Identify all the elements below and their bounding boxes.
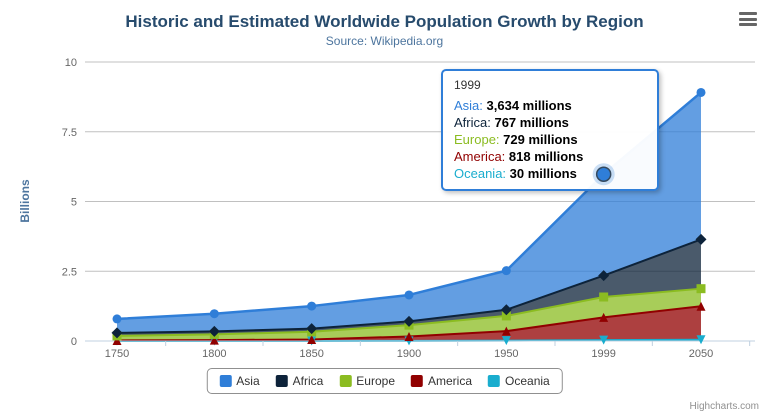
tooltip-series-value: 30 millions xyxy=(509,166,577,181)
point-america-1999[interactable] xyxy=(599,312,609,322)
chart-title: Historic and Estimated Worldwide Populat… xyxy=(125,12,644,31)
tooltip-series-name: America: xyxy=(454,149,509,164)
tooltip-series-name: Oceania: xyxy=(454,166,510,181)
point-america-2050[interactable] xyxy=(696,301,706,311)
hamburger-icon-bar xyxy=(739,12,757,15)
tooltip-series-value: 3,634 millions xyxy=(486,98,572,113)
point-africa-1850[interactable] xyxy=(306,323,318,335)
point-oceania-1999[interactable] xyxy=(599,335,609,345)
point-asia-1900[interactable] xyxy=(404,290,414,300)
tooltip-row-oceania: Oceania: 30 millions xyxy=(454,165,646,182)
x-axis-tick-label: 1800 xyxy=(202,348,226,360)
legend: Asia Africa Europe America Oceania xyxy=(206,368,563,394)
legend-item-america[interactable]: America xyxy=(411,374,472,388)
point-africa-1750[interactable] xyxy=(111,327,123,339)
series-area-america[interactable] xyxy=(117,306,701,341)
legend-symbol xyxy=(411,375,424,387)
tooltip-series-value: 818 millions xyxy=(508,149,584,164)
y-axis-tick-label: 2.5 xyxy=(62,266,77,278)
y-axis-tick-label: 5 xyxy=(71,197,77,209)
legend-symbol xyxy=(219,375,232,387)
tooltip: 1999 Asia: 3,634 millions Africa: 767 mil… xyxy=(441,69,659,191)
point-asia-1750[interactable] xyxy=(112,314,122,324)
series-area-asia[interactable] xyxy=(117,92,701,333)
point-africa-1999[interactable] xyxy=(598,270,610,282)
chart-subtitle: Source: Wikipedia.org xyxy=(325,34,444,48)
tooltip-header: 1999 xyxy=(454,78,481,92)
y-axis-tick-label: 10 xyxy=(65,57,77,69)
tooltip-series-name: Asia: xyxy=(454,98,487,113)
hamburger-icon-bar xyxy=(739,23,757,26)
point-asia-1850[interactable] xyxy=(307,301,317,311)
point-america-1800[interactable] xyxy=(209,335,219,345)
legend-item-asia[interactable]: Asia xyxy=(219,374,260,388)
tooltip-row-asia: Asia: 3,634 millions xyxy=(454,97,646,114)
series-area-africa[interactable] xyxy=(117,239,701,336)
legend-symbol xyxy=(339,375,352,387)
legend-symbol xyxy=(488,375,501,387)
context-menu-button[interactable] xyxy=(739,12,757,26)
point-africa-1950[interactable] xyxy=(500,304,512,316)
legend-label: America xyxy=(428,374,473,388)
point-europe-1950[interactable] xyxy=(501,311,511,321)
x-axis-tick-label: 1850 xyxy=(299,348,323,360)
point-asia-2050[interactable] xyxy=(696,87,706,97)
legend-label: Europe xyxy=(356,374,396,388)
point-asia-1800[interactable] xyxy=(209,309,219,319)
point-africa-2050[interactable] xyxy=(695,233,707,245)
x-axis-tick-label: 1750 xyxy=(105,348,129,360)
point-america-1850[interactable] xyxy=(307,334,317,344)
x-axis-tick-label: 1900 xyxy=(397,348,421,360)
tooltip-rows: Asia: 3,634 millions Africa: 767 millions… xyxy=(454,97,646,182)
point-america-1900[interactable] xyxy=(404,331,414,341)
legend-symbol xyxy=(275,375,288,387)
y-axis-tick-label: 0 xyxy=(71,336,77,348)
legend-item-europe[interactable]: Europe xyxy=(339,374,395,388)
point-europe-2050[interactable] xyxy=(696,284,706,294)
tooltip-series-value: 767 millions xyxy=(494,115,569,130)
credits-link[interactable]: Highcharts.com xyxy=(689,401,759,412)
legend-label: Asia xyxy=(236,374,260,388)
tooltip-row-america: America: 818 millions xyxy=(454,148,646,165)
point-africa-1900[interactable] xyxy=(403,315,415,327)
y-axis-title: Billions xyxy=(18,179,32,223)
point-america-1750[interactable] xyxy=(112,335,122,345)
point-oceania-2050[interactable] xyxy=(696,335,706,345)
y-axis-tick-label: 7.5 xyxy=(62,127,77,139)
point-europe-1999[interactable] xyxy=(599,292,609,302)
tooltip-series-name: Africa: xyxy=(454,115,495,130)
point-america-1950[interactable] xyxy=(501,326,511,336)
legend-label: Oceania xyxy=(505,374,550,388)
hamburger-icon-bar xyxy=(739,17,757,21)
legend-item-oceania[interactable]: Oceania xyxy=(488,374,550,388)
point-asia-1950[interactable] xyxy=(501,266,511,276)
legend-label: Africa xyxy=(292,374,324,388)
point-africa-1800[interactable] xyxy=(208,325,220,337)
x-axis-tick-label: 1999 xyxy=(591,348,615,360)
tooltip-row-africa: Africa: 767 millions xyxy=(454,114,646,131)
tooltip-series-name: Europe: xyxy=(454,132,504,147)
tooltip-row-europe: Europe: 729 millions xyxy=(454,131,646,148)
tooltip-series-value: 729 millions xyxy=(503,132,578,147)
x-axis-tick-label: 1950 xyxy=(494,348,518,360)
point-oceania-1950[interactable] xyxy=(501,336,511,346)
x-axis-tick-label: 2050 xyxy=(689,348,713,360)
legend-item-africa[interactable]: Africa xyxy=(275,374,324,388)
